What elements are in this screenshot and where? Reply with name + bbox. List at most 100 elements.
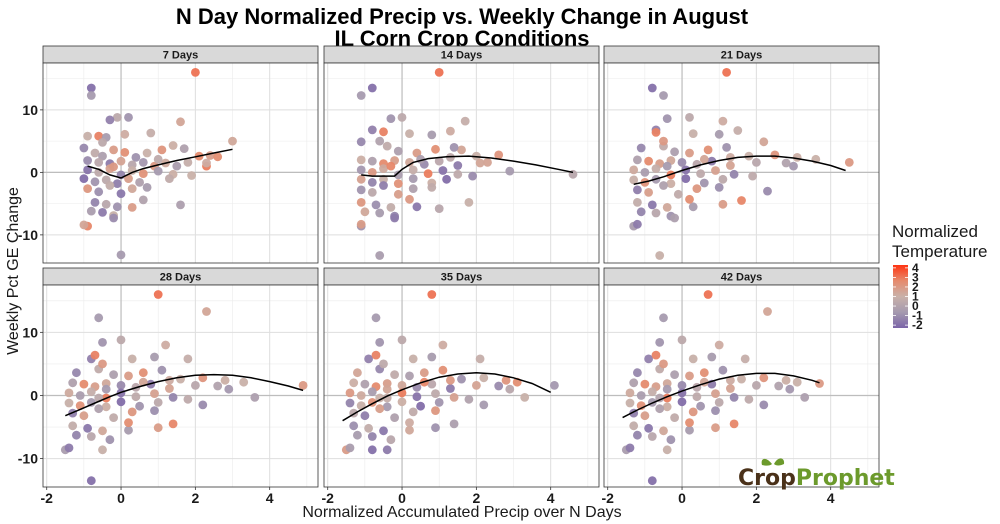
data-point [98, 208, 107, 217]
data-point [127, 354, 137, 364]
data-point [707, 352, 717, 362]
data-point [90, 148, 100, 158]
data-point [647, 387, 657, 397]
data-point [131, 392, 141, 402]
trend-line [342, 371, 552, 422]
legend-title-line1: Normalized [892, 222, 978, 241]
data-point [90, 350, 100, 360]
data-point [250, 393, 260, 402]
data-point [520, 393, 530, 402]
data-point [79, 174, 89, 184]
data-point [239, 377, 249, 387]
data-point [83, 423, 92, 433]
data-point [729, 169, 739, 179]
data-point [647, 476, 657, 486]
data-point [153, 166, 163, 176]
data-point [135, 178, 145, 187]
trend-line [87, 148, 233, 179]
data-point [662, 161, 672, 171]
data-point [636, 207, 646, 217]
data-point [685, 425, 694, 435]
data-point [457, 145, 466, 155]
data-point [722, 143, 731, 152]
data-point [405, 129, 414, 139]
data-point [397, 381, 407, 390]
legend-tick-label: -2 [912, 318, 923, 332]
data-point [640, 411, 650, 421]
data-point [364, 423, 373, 433]
data-point [633, 430, 642, 440]
data-point [688, 407, 698, 417]
data-point [752, 158, 761, 167]
data-point [202, 307, 211, 316]
data-point [142, 148, 152, 158]
data-point [183, 354, 193, 364]
data-point [94, 187, 104, 197]
x-tick-label: 2 [472, 490, 480, 506]
data-point [744, 394, 754, 404]
data-point [109, 162, 118, 172]
data-point [726, 375, 735, 385]
data-point [457, 374, 466, 384]
data-point [146, 128, 156, 138]
data-point [127, 203, 137, 212]
data-point [183, 394, 193, 404]
data-point [781, 375, 791, 385]
data-point [446, 384, 455, 393]
data-point [419, 368, 429, 378]
data-point [651, 164, 661, 174]
data-point [349, 421, 359, 431]
data-point [371, 313, 381, 323]
data-point [763, 307, 772, 316]
data-point [685, 418, 694, 427]
data-point [644, 423, 653, 433]
data-point [460, 116, 470, 126]
data-point [393, 170, 403, 180]
data-point [138, 195, 148, 205]
x-tick-label: -2 [40, 490, 53, 506]
data-point [431, 423, 440, 433]
data-point [379, 181, 388, 190]
data-point [83, 184, 92, 194]
data-point [666, 435, 676, 445]
data-point [202, 158, 211, 168]
data-point [625, 443, 635, 453]
trend-line [622, 372, 820, 419]
data-point [431, 144, 440, 154]
legend-color-bar [893, 265, 908, 328]
data-point [408, 184, 418, 194]
data-point [397, 335, 407, 345]
data-point [718, 116, 728, 126]
data-point [367, 168, 377, 177]
data-point [405, 371, 414, 381]
data-point [711, 166, 720, 175]
data-point [379, 127, 388, 137]
data-point [699, 154, 709, 164]
cropprophet-logo: CropProphet [738, 458, 895, 491]
data-point [501, 375, 511, 385]
data-point [168, 419, 178, 429]
data-point [681, 174, 691, 184]
panel-background [43, 285, 318, 487]
x-tick-label: 2 [191, 490, 199, 506]
data-point [647, 200, 657, 210]
data-point [633, 198, 642, 207]
data-point [696, 169, 705, 179]
data-point [79, 143, 89, 153]
data-point [659, 91, 668, 100]
data-point [382, 384, 392, 394]
data-point [408, 407, 418, 417]
data-point [390, 213, 399, 223]
data-point [179, 144, 189, 154]
data-point [138, 368, 148, 378]
data-point [356, 137, 366, 147]
data-point [405, 425, 414, 435]
panel-border [603, 284, 880, 488]
data-point [397, 397, 407, 407]
data-point [90, 177, 100, 187]
trend-line [65, 373, 304, 417]
data-point [505, 166, 515, 176]
data-point [367, 178, 377, 187]
data-point [722, 68, 731, 77]
